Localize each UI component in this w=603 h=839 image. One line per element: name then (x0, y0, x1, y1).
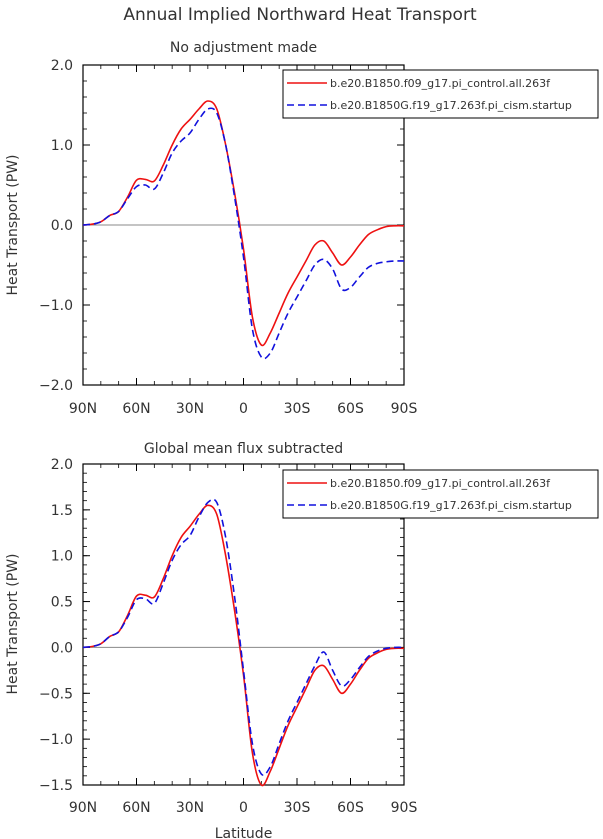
y-tick-label: 1.0 (51, 138, 73, 154)
series-line-2 (82, 498, 405, 776)
x-tick-label: 90N (69, 800, 97, 816)
series-line-1 (82, 504, 405, 787)
legend-box (282, 469, 599, 519)
x-axis-label: Latitude (215, 826, 273, 839)
series-line-2 (82, 107, 405, 360)
x-tick-label: 30S (284, 401, 311, 417)
legend: b.e20.B1850.f09_g17.pi_control.all.263fb… (282, 69, 599, 119)
y-tick-label: 0.0 (51, 640, 73, 656)
x-tick-label: 60N (122, 800, 150, 816)
x-tick-label: 0 (239, 401, 248, 417)
figure-title: Annual Implied Northward Heat Transport (123, 5, 477, 25)
x-tick-label: 0 (239, 800, 248, 816)
legend-label-1: b.e20.B1850.f09_g17.pi_control.all.263f (330, 477, 551, 490)
x-tick-label: 60S (337, 401, 364, 417)
y-axis-label: Heat Transport (PW) (5, 154, 21, 295)
y-tick-label: −2.0 (39, 378, 73, 394)
chart-title: Global mean flux subtracted (144, 441, 343, 457)
x-tick-label: 90S (391, 401, 418, 417)
x-tick-label: 90N (69, 401, 97, 417)
chart-panel-bottom: Global mean flux subtracted 90N 60N 30N 0 30S… (5, 441, 599, 839)
legend: b.e20.B1850.f09_g17.pi_control.all.263fb… (282, 469, 599, 519)
x-tick-label: 30N (176, 800, 204, 816)
y-tick-label: 1.5 (51, 503, 73, 519)
chart-panel-top: No adjustment made 90N 60N 30N 0 30S 60S 90S −2.… (5, 40, 599, 417)
y-tick-label: −1.0 (39, 732, 73, 748)
y-tick-label: −0.5 (39, 686, 73, 702)
y-tick-label: −1.5 (39, 778, 73, 794)
y-tick-label: −1.0 (39, 298, 73, 314)
legend-label-1: b.e20.B1850.f09_g17.pi_control.all.263f (330, 77, 551, 90)
legend-box (282, 69, 599, 119)
y-tick-label: 0.0 (51, 218, 73, 234)
y-tick-label: 2.0 (51, 58, 73, 74)
series-line-1 (82, 100, 405, 347)
legend-label-2: b.e20.B1850G.f19_g17.263f.pi_cism.startu… (330, 99, 572, 112)
y-axis-label: Heat Transport (PW) (5, 553, 21, 694)
x-tick-label: 60N (122, 401, 150, 417)
y-tick-label: 0.5 (51, 595, 73, 611)
x-tick-label: 30S (284, 800, 311, 816)
y-tick-label: 2.0 (51, 457, 73, 473)
chart-title: No adjustment made (170, 40, 317, 56)
x-tick-label: 60S (337, 800, 364, 816)
y-tick-label: 1.0 (51, 549, 73, 565)
legend-label-2: b.e20.B1850G.f19_g17.263f.pi_cism.startu… (330, 499, 572, 512)
x-tick-label: 30N (176, 401, 204, 417)
x-tick-label: 90S (391, 800, 418, 816)
